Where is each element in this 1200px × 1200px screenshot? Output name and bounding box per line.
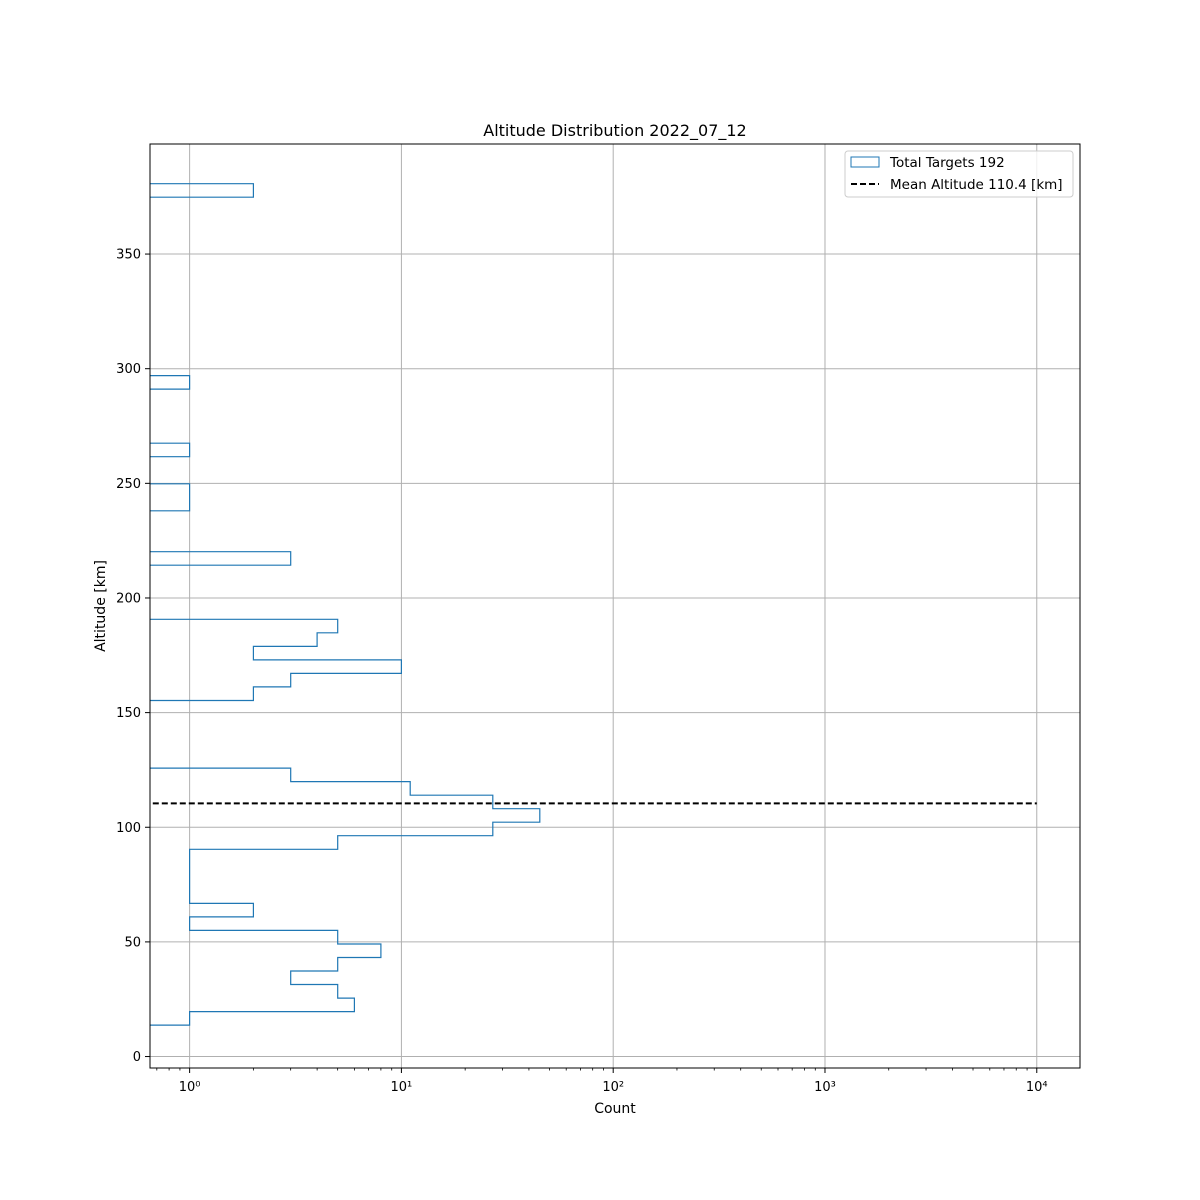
histogram-series: [150, 183, 541, 1026]
y-axis-ticks: 0 50 100 150 200 250 300 350: [116, 248, 150, 1065]
y-tick-label: 50: [124, 935, 141, 950]
x-tick-label: 10³: [814, 1080, 836, 1095]
histogram-bin-group: [150, 618, 402, 702]
histogram-bin-group: [150, 183, 254, 198]
histogram-bin-group: [150, 375, 191, 390]
x-tick-label: 10⁴: [1026, 1080, 1048, 1095]
legend: Total Targets 192 Mean Altitude 110.4 [k…: [844, 150, 1074, 198]
legend-box: [844, 150, 1074, 198]
x-axis-label: Count: [594, 1101, 636, 1117]
x-tick-label: 10⁰: [179, 1080, 201, 1095]
y-axis-label: Altitude [km]: [93, 560, 109, 652]
plot-frame: [149, 143, 1081, 1069]
y-tick-label: 350: [116, 248, 141, 263]
y-tick-label: 150: [116, 706, 141, 721]
x-axis-ticks: 10⁰ 10¹ 10² 10³ 10⁴: [156, 1068, 1048, 1095]
legend-label-mean-altitude: Mean Altitude 110.4 [km]: [890, 177, 1063, 193]
chart-title: Altitude Distribution 2022_07_12: [483, 121, 746, 141]
grid: [150, 144, 1080, 1068]
x-tick-label: 10¹: [391, 1080, 413, 1095]
y-tick-label: 0: [133, 1050, 141, 1065]
x-tick-label: 10²: [602, 1080, 624, 1095]
y-tick-label: 100: [116, 821, 141, 836]
histogram-bin-group: [150, 767, 541, 1026]
histogram-bin-group: [150, 483, 191, 512]
legend-label-total-targets: Total Targets 192: [889, 155, 1005, 171]
y-tick-label: 300: [116, 362, 141, 377]
histogram-bin-group: [150, 442, 191, 458]
y-tick-label: 200: [116, 591, 141, 606]
histogram-bin-group: [150, 551, 292, 566]
y-tick-label: 250: [116, 477, 141, 492]
legend-patch-total-targets: [850, 156, 880, 168]
